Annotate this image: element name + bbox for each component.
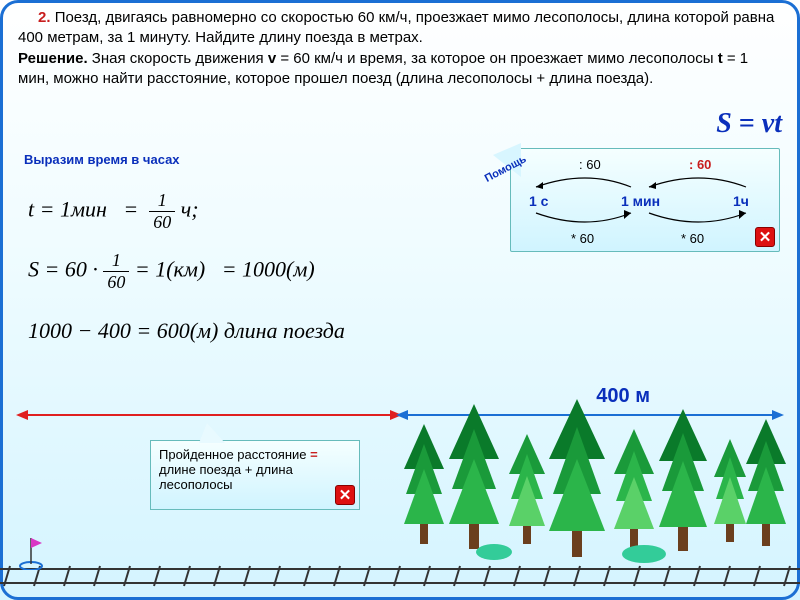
close-callout-button[interactable]: ✕: [335, 485, 355, 505]
callout-l2: длине поезда + длина лесополосы: [159, 462, 293, 492]
math-line-2: S = 60 · 160 = 1(км) = 1000(м): [28, 250, 315, 293]
unit-1s: 1 с: [529, 193, 548, 209]
arrows-bottom: [531, 209, 761, 233]
mul60-a: * 60: [571, 231, 594, 246]
var-t: t: [718, 50, 723, 67]
math-l2-c: = 1000(м): [222, 257, 315, 282]
mul60-b: * 60: [681, 231, 704, 246]
flag-marker: [18, 536, 44, 570]
callout-l1: Пройденное расстояние: [159, 447, 307, 462]
forest-illustration: [394, 394, 794, 564]
math-line-1: t = 1мин = 160 ч;: [28, 190, 199, 233]
callout-eq: =: [310, 447, 318, 462]
callout-tail: [199, 423, 225, 443]
problem-body: Поезд, двигаясь равномерно со скоростью …: [18, 9, 774, 46]
arrows-top: [531, 169, 761, 193]
v-val: = 60 км/ч и время, за которое он проезжа…: [280, 50, 713, 67]
math-l2-a: S = 60 ·: [28, 257, 98, 282]
problem-text: 2. Поезд, двигаясь равномерно со скорост…: [18, 8, 782, 89]
problem-number: 2.: [38, 9, 51, 26]
unit-1min: 1 мин: [621, 193, 660, 209]
math-l1-a: t = 1мин: [28, 197, 107, 222]
help-panel: Помощь : 60 : 60 1 с 1 мин 1ч * 60 * 60 …: [510, 148, 780, 252]
close-help-button[interactable]: ✕: [755, 227, 775, 247]
sub-header: Выразим время в часах: [24, 152, 180, 167]
var-v: v: [268, 50, 276, 67]
railroad-tracks: [0, 564, 800, 590]
distance-callout: Пройденное расстояние = длине поезда + д…: [150, 440, 360, 510]
solution-p1: Зная скорость движения: [92, 50, 264, 67]
formula-svt: S = vt: [716, 108, 782, 140]
math-l1-b: ч;: [181, 197, 199, 222]
math-l2-b: = 1(км): [135, 257, 205, 282]
unit-1h: 1ч: [733, 193, 749, 209]
solution-label: Решение.: [18, 50, 88, 67]
math-line-3: 1000 − 400 = 600(м) длина поезда: [28, 318, 345, 344]
